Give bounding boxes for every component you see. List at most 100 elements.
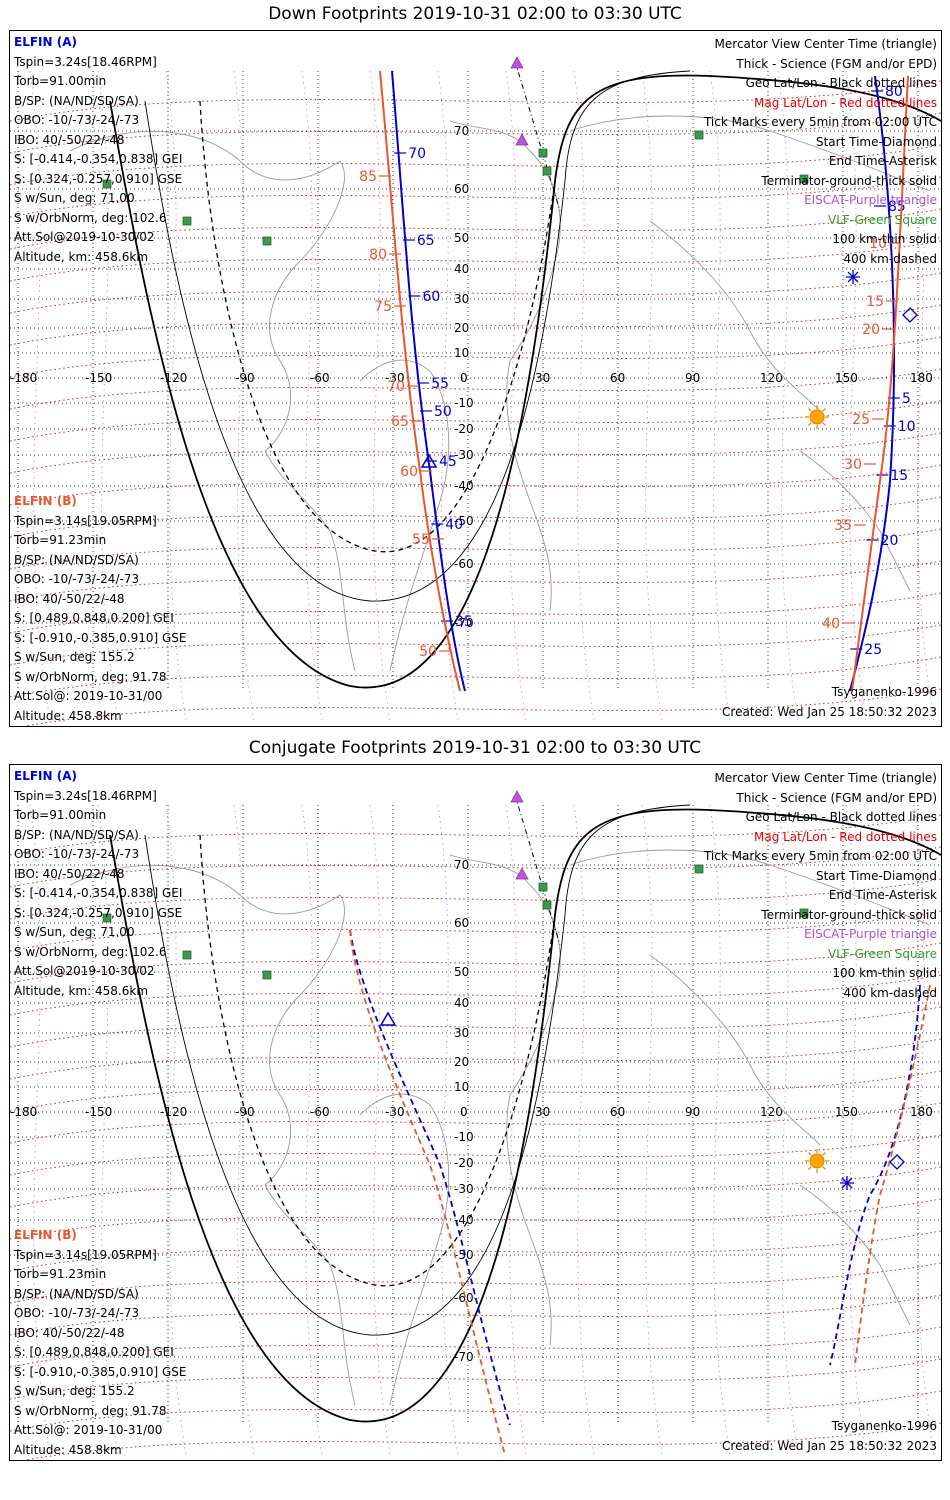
- lat-label: -50: [454, 1248, 474, 1262]
- vlf-square-icon: [799, 908, 809, 918]
- mag-lat-line: [10, 624, 941, 666]
- elfin-a-line: Att.Sol@2019-10-30/02: [14, 230, 155, 244]
- mag-lat-line: [10, 400, 941, 442]
- mag-lon-line: [913, 70, 935, 722]
- mag-lon-line: [233, 70, 255, 722]
- elfin-a-tick-label: 60: [423, 289, 441, 305]
- mag-lat-line: [10, 208, 941, 250]
- mag-lat-line: [10, 496, 941, 538]
- lon-label: 120: [760, 1105, 783, 1119]
- elfin-b-line: Att.Sol@: 2019-10-31/00: [14, 1423, 163, 1437]
- legend-item: Mercator View Center Time (triangle): [714, 37, 937, 51]
- lat-label: 50: [454, 965, 469, 979]
- mag-lat-line: [10, 1038, 941, 1080]
- terminator-ground-line: [109, 808, 941, 1423]
- terminator-400km-line: [199, 100, 556, 553]
- vlf-square-icon: [182, 950, 192, 960]
- elfin-b-tick-label: 10: [869, 236, 887, 252]
- mag-lon-line: [437, 804, 459, 1456]
- legend: Mercator View Center Time (triangle) Thi…: [704, 769, 937, 1003]
- elfin-b-info: ELFIN (B) Tspin=3.14s[19.05RPM] Torb=91.…: [14, 1226, 187, 1460]
- elfin-a-line: S w/Sun, deg: 71.00: [14, 925, 135, 939]
- mag-lon-line: [301, 804, 323, 1456]
- mag-lon-line: [777, 804, 799, 1456]
- elfin-b-header: ELFIN (B): [14, 1228, 77, 1242]
- elfin-a-header: ELFIN (A): [14, 769, 77, 783]
- elfin-a-line: Altitude, km: 458.6km: [14, 983, 149, 998]
- vlf-square-icon: [542, 166, 552, 176]
- lat-label: 30: [454, 292, 469, 306]
- lon-label: 150: [835, 1105, 858, 1119]
- panel-title-conjugate: Conjugate Footprints 2019-10-31 02:00 to…: [248, 738, 702, 758]
- elfin-a-tick-label: 20: [881, 533, 899, 549]
- sun-ray: [808, 422, 812, 426]
- mag-lat-line: [10, 846, 941, 888]
- elfin-b-track: [851, 75, 909, 692]
- lat-label: 30: [454, 1026, 469, 1040]
- lat-label: 40: [454, 996, 469, 1010]
- legend-item: 400 km-dashed: [843, 985, 937, 1000]
- coastline: [799, 450, 911, 592]
- elfin-b-tick-label: 25: [852, 412, 870, 428]
- vlf-square-icon: [542, 900, 552, 910]
- terminator-100km-line: [144, 70, 691, 602]
- mag-lat-line: [10, 878, 941, 920]
- lat-label: 70: [454, 858, 469, 872]
- sun-ray: [822, 408, 826, 412]
- elfin-a-line: Altitude, km: 458.6km: [14, 249, 149, 264]
- elfin-a-tick-label: 70: [408, 146, 426, 162]
- legend-item: VLF-Green Square: [828, 212, 937, 227]
- mag-lon-line: [29, 804, 51, 1456]
- legend-item: Tick Marks every 5min from 02:00 UTC: [703, 115, 937, 129]
- coastline: [649, 954, 821, 1146]
- legend-item: 400 km-dashed: [843, 251, 937, 266]
- lat-label: -20: [454, 422, 474, 436]
- elfin-a-line: S: [-0.414,-0.354,0.838] GEI: [14, 886, 183, 900]
- legend-item: Start Time-Diamond: [815, 868, 937, 883]
- elfin-b-tick-label: 85: [359, 169, 377, 185]
- mag-lat-line: [10, 80, 941, 122]
- model-label: Tsyganenko-1996: [831, 685, 937, 699]
- map-panel-conjugate: -180 -150 -120 -90 -60 -30 0 30 60 90 120 150 180 70 6…: [9, 764, 942, 1461]
- eiscat-triangle-icon: [510, 56, 524, 69]
- elfin-b-tick-label: 65: [391, 414, 409, 430]
- coastline: [649, 220, 821, 412]
- elfin-b-line: S w/Sun, deg: 155.2: [14, 650, 135, 664]
- mag-lat-line: [10, 910, 941, 952]
- lat-label: 20: [454, 1055, 469, 1069]
- mag-lon-line: [845, 70, 867, 722]
- elfin-b-tick-label: 70: [387, 379, 405, 395]
- model-label: Tsyganenko-1996: [831, 1419, 937, 1433]
- elfin-b-line: S: [-0.910,-0.385,0.910] GSE: [14, 1364, 187, 1379]
- elfin-a-track: [349, 929, 511, 1426]
- mag-lat-line: [10, 432, 941, 474]
- lat-label: -30: [454, 1182, 474, 1196]
- elfin-a-line: Torb=91.00min: [14, 74, 107, 88]
- mag-lat-line: [10, 974, 941, 1016]
- elfin-b-track: [379, 70, 461, 692]
- mag-lon-line: [369, 804, 391, 1456]
- coastline: [569, 115, 931, 192]
- elfin-b-line: Tspin=3.14s[19.05RPM]: [14, 513, 157, 528]
- legend-item: Tick Marks every 5min from 02:00 UTC: [703, 849, 937, 863]
- elfin-b-line: B/SP: (NA/ND/SD/SA): [14, 1286, 139, 1301]
- down-footprint-map: -180 -150 -120 -90 -60 -30 0 30 60 90 120 150 180 70 6…: [10, 56, 941, 726]
- vlf-square-icon: [799, 174, 809, 184]
- elfin-a-line: Att.Sol@2019-10-30/02: [14, 964, 155, 978]
- elfin-a-line: S w/Sun, deg: 71.00: [14, 191, 135, 205]
- mag-lat-line: [10, 112, 941, 154]
- mag-lon-line: [777, 70, 799, 722]
- elfin-a-tick-label: 80: [885, 84, 903, 100]
- coastline: [69, 864, 345, 1186]
- mag-lat-line: [10, 368, 941, 410]
- mag-lat-line: [10, 1198, 941, 1240]
- coastline: [569, 849, 931, 926]
- legend-item: End Time-Asterisk: [828, 154, 937, 168]
- mag-lat-line: [10, 942, 941, 984]
- map-panel-down: -180 -150 -120 -90 -60 -30 0 30 60 90 120 150 180 70 6…: [9, 30, 942, 727]
- center-time-triangle-icon: [379, 1011, 397, 1026]
- legend-item: Thick - Science (FGM and/or EPD): [736, 56, 937, 71]
- eiscat-triangle-icon: [515, 867, 529, 880]
- lat-label: -20: [454, 1156, 474, 1170]
- mag-lat-line: [10, 1294, 941, 1336]
